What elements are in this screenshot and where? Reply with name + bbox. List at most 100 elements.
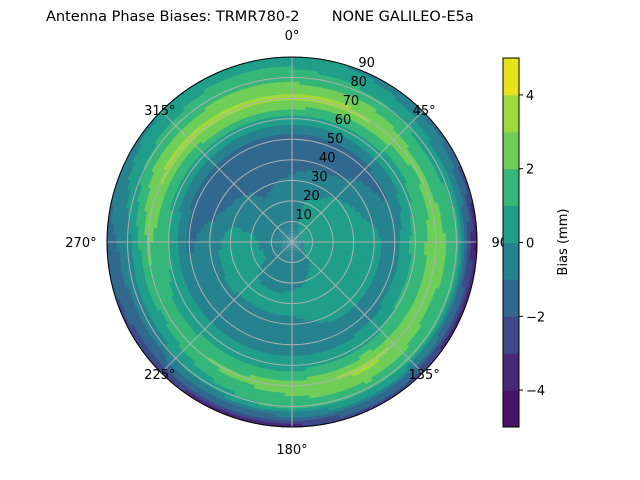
contour-cell <box>308 226 313 230</box>
contour-cell <box>298 242 302 245</box>
contour-cell <box>303 244 308 247</box>
contour-cell <box>269 251 274 255</box>
contour-cell <box>306 223 310 227</box>
contour-cell <box>288 247 291 252</box>
contour-cell <box>285 246 289 250</box>
contour-cell <box>257 243 262 246</box>
contour-cell <box>298 252 301 256</box>
contour-cell <box>305 232 309 236</box>
contour-cell <box>300 245 304 248</box>
contour-cell <box>306 237 311 239</box>
contour-cell <box>306 219 310 223</box>
contour-cell <box>286 226 289 231</box>
contour-cell <box>279 267 283 272</box>
contour-cell <box>304 210 308 215</box>
contour-cell <box>284 249 288 253</box>
contour-cell <box>317 230 322 234</box>
contour-cell <box>276 272 281 277</box>
contour-cell <box>296 230 299 235</box>
contour-cell <box>286 250 289 254</box>
contour-cell <box>295 226 297 231</box>
contour-cell <box>286 238 290 241</box>
contour-cell <box>289 251 291 255</box>
contour-cell <box>288 236 291 240</box>
contour-cell <box>298 228 302 233</box>
contour-cell <box>302 234 307 237</box>
contour-cell <box>293 244 296 249</box>
contour-cell <box>275 249 280 253</box>
contour-cell <box>292 244 295 249</box>
contour-cell <box>290 251 292 255</box>
contour-cell <box>310 228 314 232</box>
contour-cell <box>315 247 320 250</box>
contour-cell <box>295 278 299 283</box>
contour-cell <box>288 226 291 230</box>
contour-cell <box>286 207 289 212</box>
contour-cell <box>280 254 284 258</box>
contour-cell <box>280 245 284 248</box>
contour-cell <box>280 226 284 231</box>
contour-cell <box>303 250 308 254</box>
contour-cell <box>295 253 297 258</box>
contour-cell <box>301 243 305 245</box>
contour-cell <box>298 233 302 237</box>
contour-cell <box>300 264 304 269</box>
contour-cell <box>285 243 290 245</box>
contour-cell <box>294 239 299 242</box>
contour-cell <box>287 253 289 258</box>
contour-cell <box>288 250 291 255</box>
contour-cell <box>295 223 297 228</box>
contour-cell <box>290 248 292 252</box>
contour-cell <box>288 207 291 212</box>
contour-cell <box>280 253 284 258</box>
contour-cell <box>299 229 303 233</box>
contour-cell <box>276 245 281 248</box>
contour-cell <box>287 226 289 231</box>
contour-cell <box>287 244 291 248</box>
contour-cell <box>307 244 311 247</box>
contour-cell <box>297 243 302 246</box>
contour-cell <box>311 255 316 259</box>
contour-cell <box>285 253 288 257</box>
contour-cell <box>296 217 299 222</box>
contour-cell <box>287 233 290 237</box>
contour-cell <box>298 214 301 219</box>
contour-cell <box>301 242 305 244</box>
contour-cell <box>302 247 307 250</box>
contour-cell <box>303 259 307 264</box>
contour-cell <box>304 238 308 241</box>
contour-cell <box>299 229 303 233</box>
contour-cell <box>279 244 284 247</box>
contour-cell <box>303 207 308 212</box>
contour-cell <box>289 223 292 227</box>
contour-cell <box>301 212 305 217</box>
contour-cell <box>268 225 273 229</box>
contour-cell <box>290 226 292 230</box>
contour-cell <box>298 225 302 229</box>
contour-cell <box>254 245 259 249</box>
contour-cell <box>304 243 308 246</box>
contour-cell <box>297 244 302 246</box>
contour-cell <box>285 262 288 267</box>
contour-cell <box>297 249 301 253</box>
contour-cell <box>271 226 276 230</box>
contour-cell <box>286 250 289 254</box>
contour-cell <box>306 235 311 238</box>
contour-cell <box>300 267 304 272</box>
contour-cell <box>293 251 295 255</box>
contour-cell <box>293 229 296 234</box>
contour-cell <box>313 229 318 233</box>
contour-cell <box>293 235 295 240</box>
contour-cell <box>297 238 302 241</box>
contour-cell <box>294 250 297 255</box>
contour-cell <box>277 229 281 233</box>
contour-cell <box>278 260 282 264</box>
contour-cell <box>295 233 298 238</box>
contour-cell <box>299 264 303 269</box>
contour-cell <box>265 249 270 253</box>
contour-cell <box>298 255 302 259</box>
contour-cell <box>288 257 291 261</box>
contour-cell <box>282 262 286 266</box>
contour-cell <box>283 237 287 240</box>
contour-cell <box>305 248 310 251</box>
